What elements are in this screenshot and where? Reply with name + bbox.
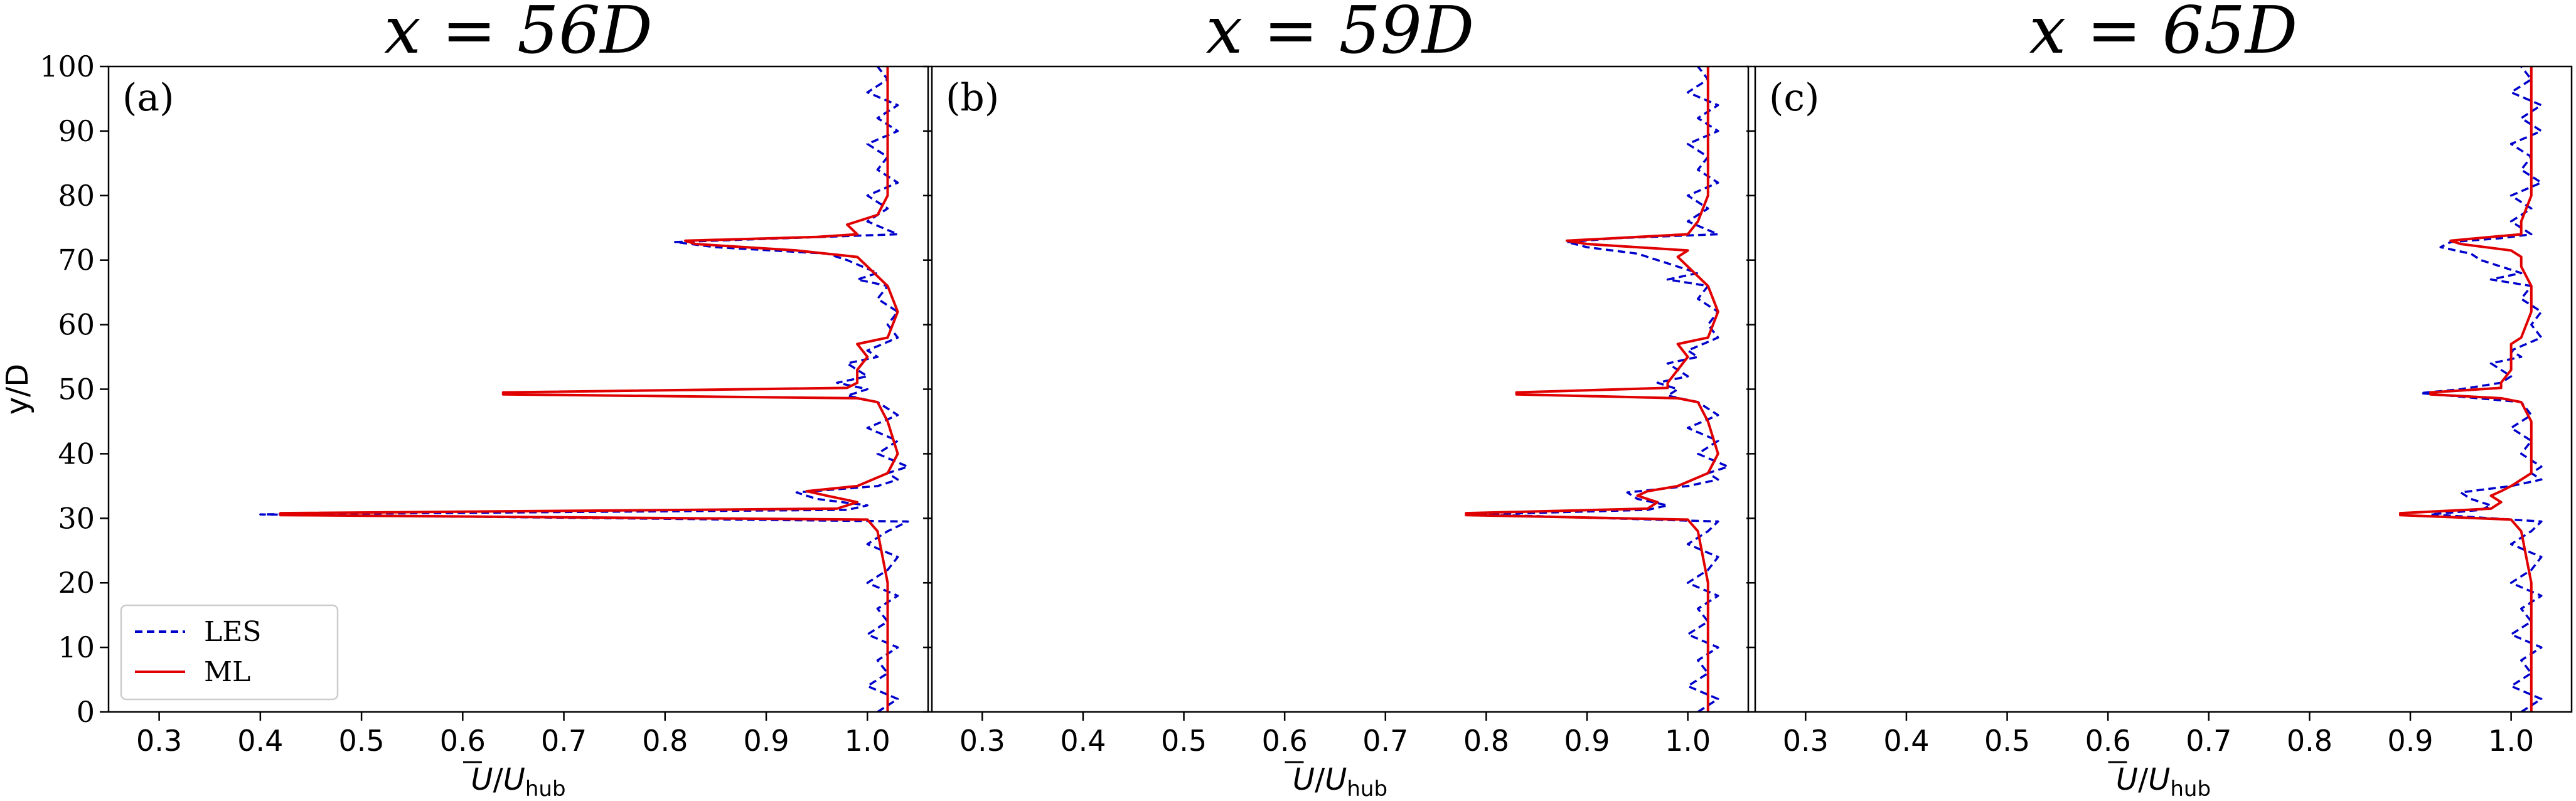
panel-title: x = 59D <box>1206 0 1475 68</box>
x-tick-label: 0.5 <box>339 724 385 758</box>
panel-title: x = 65D <box>2029 0 2298 68</box>
x-tick-label: 1.0 <box>845 724 890 758</box>
y-tick-label: 10 <box>58 630 95 664</box>
x-tick-label: 0.7 <box>1362 724 1408 758</box>
series-les-line <box>259 66 909 712</box>
y-tick-label: 40 <box>58 437 95 470</box>
x-tick-label: 1.0 <box>2488 724 2534 758</box>
panel-3: 0.3 0.4 0.5 0.6 0.7 0.8 0.9 1.0 x = 65D (c) U/Uhub <box>1746 0 2573 801</box>
x-tick-label: 0.8 <box>1463 724 1509 758</box>
panel-label: (c) <box>1769 76 1819 120</box>
series-ml-line <box>279 66 899 712</box>
y-tick-label: 70 <box>58 243 95 277</box>
y-tick-label: 0 <box>77 695 95 729</box>
panel-1: 0.3 0.4 0.5 0.6 0.7 0.8 0.9 1.0 0 10 20 30 40 50 60 70 8… <box>40 0 929 801</box>
y-tick-label: 90 <box>58 114 95 148</box>
x-tick-label: 0.4 <box>237 724 283 758</box>
x-tick-label: 0.5 <box>1161 724 1207 758</box>
x-tick-label: 0.5 <box>1984 724 2030 758</box>
x-tick-label: 0.3 <box>959 724 1005 758</box>
y-tick-label: 60 <box>58 308 95 342</box>
x-tick-label: 0.8 <box>642 724 688 758</box>
series-les-line <box>2419 66 2543 712</box>
panel-label: (a) <box>122 76 174 120</box>
y-tick-label: 30 <box>58 501 95 535</box>
legend-label-les: LES <box>204 616 261 648</box>
x-tick-label: 0.3 <box>136 724 182 758</box>
x-tick-label: 0.6 <box>2085 724 2131 758</box>
x-tick-label: 0.6 <box>440 724 486 758</box>
series-ml-line <box>2399 66 2533 712</box>
x-tick-label: 0.7 <box>541 724 587 758</box>
y-axis-label: y/D <box>0 364 35 415</box>
x-tick-label: 0.6 <box>1262 724 1308 758</box>
x-tick-label: 0.3 <box>1783 724 1829 758</box>
x-axis-label: U/Uhub <box>1293 762 1387 801</box>
series-ml-line <box>1465 66 1719 712</box>
x-tick-label: 1.0 <box>1665 724 1711 758</box>
x-tick-label: 0.7 <box>2186 724 2231 758</box>
x-axis-label: U/Uhub <box>2116 762 2211 801</box>
x-axis-label: U/Uhub <box>471 762 565 801</box>
y-tick-label: 20 <box>58 566 95 600</box>
x-tick-label: 0.9 <box>743 724 789 758</box>
y-tick-label: 80 <box>58 179 95 213</box>
x-tick-label: 0.8 <box>2287 724 2333 758</box>
legend-box <box>120 604 339 701</box>
x-tick-label: 0.9 <box>2387 724 2433 758</box>
legend: LES ML <box>120 604 339 701</box>
panel-title: x = 56D <box>384 0 653 68</box>
x-tick-label: 0.4 <box>1060 724 1106 758</box>
x-tick-label: 0.9 <box>1564 724 1610 758</box>
legend-label-ml: ML <box>204 656 250 688</box>
panel-label: (b) <box>946 76 999 120</box>
y-tick-label: 100 <box>40 50 95 83</box>
y-tick-label: 50 <box>58 373 95 406</box>
panel-2: 0.3 0.4 0.5 0.6 0.7 0.8 0.9 1.0 x = 59D (b) U/Uhub <box>923 0 1750 801</box>
x-tick-label: 0.4 <box>1883 724 1929 758</box>
